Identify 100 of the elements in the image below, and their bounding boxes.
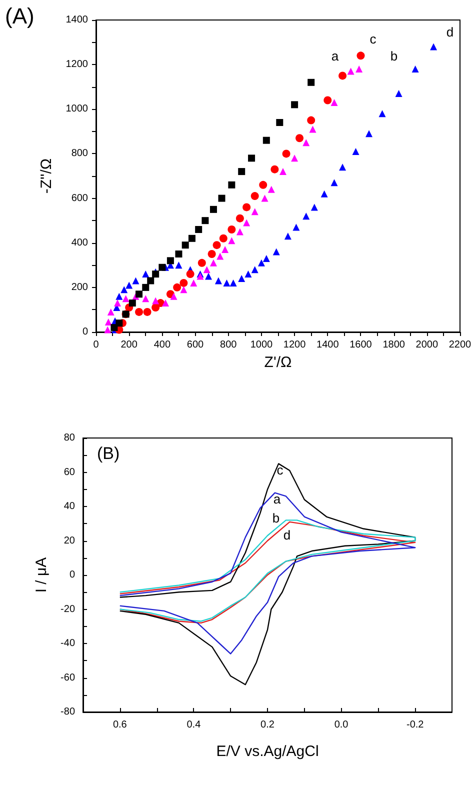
- annotation: b: [272, 510, 280, 526]
- point: [282, 150, 290, 158]
- point: [116, 292, 123, 300]
- point: [128, 300, 136, 307]
- y-tick-label: 80: [64, 432, 76, 444]
- annotation: a: [331, 48, 340, 64]
- x-axis-title: Z'/Ω: [264, 354, 292, 371]
- point: [412, 66, 419, 73]
- point: [339, 164, 346, 171]
- point: [208, 250, 216, 258]
- point: [210, 206, 217, 213]
- x-tick-label: 1200: [283, 340, 306, 350]
- point: [222, 246, 229, 254]
- y-tick-label: 1200: [66, 59, 88, 70]
- point: [320, 190, 328, 198]
- point: [430, 43, 438, 50]
- point: [284, 232, 292, 240]
- x-tick-label: 0.0: [334, 720, 349, 730]
- chart-title: (B): [97, 444, 120, 463]
- point: [186, 270, 194, 278]
- point: [223, 279, 230, 286]
- chart-title: (A): [5, 4, 34, 28]
- point: [270, 165, 279, 174]
- point: [143, 308, 152, 316]
- point: [173, 283, 182, 292]
- point: [236, 228, 244, 236]
- point: [152, 303, 160, 312]
- x-tick-label: 800: [220, 340, 238, 350]
- point: [258, 259, 265, 266]
- annotation: c: [370, 32, 377, 46]
- point: [308, 78, 315, 86]
- point: [132, 277, 140, 284]
- point: [378, 110, 386, 118]
- point: [152, 270, 160, 278]
- point: [170, 292, 178, 300]
- y-tick-label: -20: [60, 604, 76, 615]
- y-tick-label: 600: [71, 192, 88, 204]
- point: [291, 101, 298, 108]
- point: [259, 180, 268, 189]
- point: [330, 179, 338, 186]
- y-tick-label: 0: [82, 326, 88, 338]
- point: [180, 278, 188, 287]
- y-tick-label: 0: [69, 570, 76, 580]
- x-tick-label: 0.6: [112, 720, 128, 730]
- point: [195, 226, 202, 233]
- x-tick-label: 2000: [416, 340, 438, 350]
- x-axis-title: E/V vs.Ag/AgCl: [216, 743, 319, 760]
- x-tick-label: 0.4: [186, 720, 202, 730]
- point: [276, 119, 284, 126]
- point: [230, 279, 237, 286]
- x-tick-label: 200: [120, 340, 138, 350]
- point: [175, 262, 182, 269]
- point: [324, 96, 332, 104]
- point: [347, 68, 354, 75]
- point: [307, 116, 316, 124]
- x-tick-label: 600: [186, 340, 204, 350]
- point: [147, 277, 154, 284]
- annotation: d: [446, 24, 454, 40]
- x-tick-label: 1600: [350, 340, 372, 350]
- point: [126, 282, 133, 289]
- annotation: a: [273, 492, 282, 506]
- point: [279, 168, 286, 176]
- point: [356, 66, 363, 73]
- point: [352, 148, 360, 155]
- point: [302, 139, 310, 146]
- point: [166, 257, 174, 264]
- y-tick-label: 200: [71, 282, 88, 293]
- point: [291, 154, 298, 162]
- y-axis-title: -Z''/Ω: [38, 158, 55, 194]
- point: [203, 266, 210, 274]
- point: [302, 212, 310, 220]
- point: [236, 214, 244, 222]
- x-tick-label: 2200: [448, 340, 472, 350]
- annotation: d: [283, 528, 291, 542]
- point: [188, 234, 196, 242]
- point: [202, 217, 209, 224]
- point: [212, 241, 221, 250]
- point: [250, 192, 259, 200]
- point: [251, 208, 258, 216]
- point: [272, 248, 280, 256]
- point: [338, 72, 347, 80]
- point: [158, 264, 166, 271]
- point: [142, 295, 150, 302]
- point: [218, 194, 226, 202]
- point: [296, 134, 304, 142]
- x-tick-label: 1400: [316, 340, 340, 350]
- point: [309, 126, 316, 133]
- point: [238, 275, 246, 282]
- point: [228, 237, 236, 244]
- x-tick-label: -0.2: [406, 720, 424, 730]
- point: [262, 136, 270, 144]
- point: [238, 168, 246, 176]
- point: [251, 266, 258, 274]
- y-tick-label: 20: [64, 535, 76, 546]
- y-tick-label: 800: [71, 148, 88, 160]
- y-tick-label: 40: [64, 501, 76, 512]
- point: [242, 203, 251, 212]
- point: [107, 308, 114, 316]
- point: [190, 279, 198, 286]
- x-tick-label: 400: [154, 340, 171, 350]
